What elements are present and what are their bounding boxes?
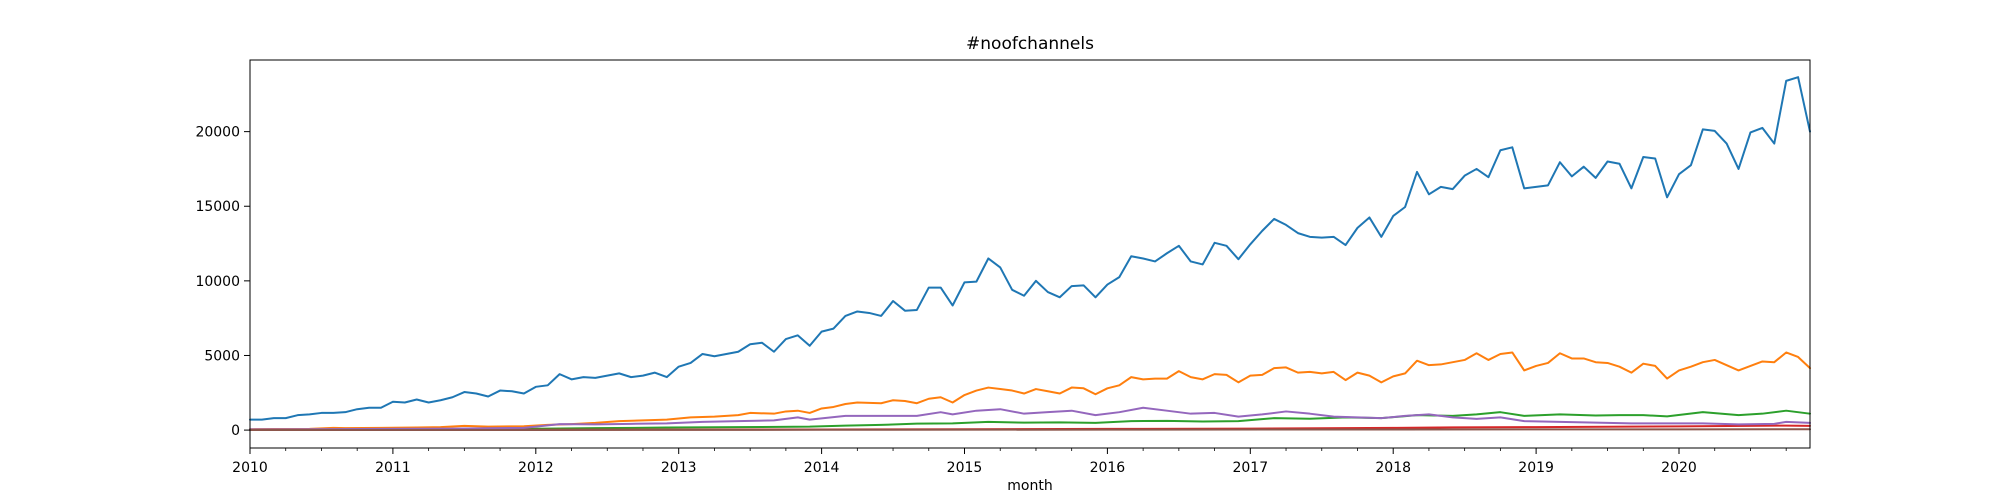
x-tick-label: 2016 [1090,460,1126,476]
x-tick-label: 2019 [1518,460,1554,476]
chart-title: #noofchannels [966,34,1094,54]
x-tick-label: 2014 [804,460,840,476]
series-line-2 [249,351,1811,431]
x-axis-label: month [1007,478,1052,494]
y-axis: 0 5000 10000 15000 20000 [195,125,250,439]
x-tick-label: 2010 [232,460,268,476]
y-tick-label: 5000 [204,348,240,364]
series-line-5 [249,406,1811,431]
y-tick-label: 20000 [195,125,240,141]
x-tick-label: 2013 [661,460,697,476]
x-tick-label: 2017 [1232,460,1268,476]
y-tick-label: 10000 [195,274,240,290]
x-tick-label: 2012 [518,460,554,476]
x-tick-label: 2015 [947,460,983,476]
series-layer [249,76,1811,432]
x-tick-label: 2020 [1661,460,1697,476]
y-tick-label: 0 [231,423,240,439]
plot-frame [249,59,1811,449]
series-line-1 [249,76,1811,421]
series-line-6 [249,428,1811,432]
x-tick-label: 2011 [375,460,411,476]
x-axis: 2010 2011 2012 2013 2014 2015 2016 2017 2018 2019… [232,448,1787,476]
x-tick-label: 2018 [1375,460,1411,476]
y-tick-label: 15000 [195,199,240,215]
series-line-3 [249,409,1811,431]
